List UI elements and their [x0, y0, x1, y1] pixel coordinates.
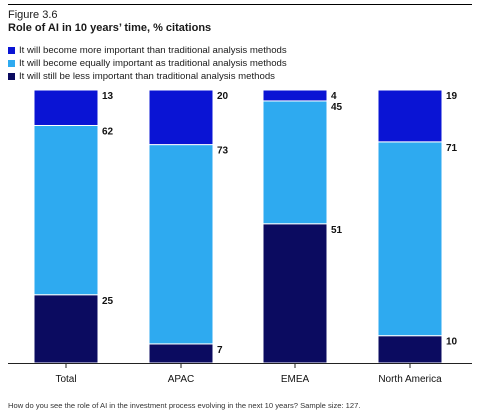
bar-more-apac	[148, 89, 214, 146]
data-label-more-apac: 20	[217, 91, 229, 102]
data-label-more-north-america: 19	[446, 91, 458, 102]
data-label-less-apac: 7	[217, 345, 223, 356]
legend-label-more: It will become more important than tradi…	[19, 45, 287, 56]
top-rule	[8, 4, 472, 5]
bar-equal-north-america	[377, 141, 443, 337]
data-label-equal-north-america: 71	[446, 143, 458, 154]
data-label-less-total: 25	[102, 296, 114, 307]
x-tick-label: North America	[378, 374, 442, 385]
bar-equal-total	[33, 124, 99, 296]
bar-less-total	[33, 294, 99, 364]
legend-item-more: It will become more important than tradi…	[8, 44, 287, 57]
data-label-equal-emea: 45	[331, 102, 343, 113]
bar-equal-emea	[262, 100, 328, 225]
legend-swatch-less	[8, 73, 15, 80]
legend: It will become more important than tradi…	[8, 44, 287, 83]
bar-more-north-america	[377, 89, 443, 143]
data-label-more-total: 13	[102, 91, 114, 102]
data-label-equal-total: 62	[102, 126, 114, 137]
legend-label-equal: It will become equally important as trad…	[19, 58, 287, 69]
legend-swatch-more	[8, 47, 15, 54]
figure-label: Figure 3.6	[8, 9, 58, 21]
data-label-equal-apac: 73	[217, 146, 229, 157]
legend-item-equal: It will become equally important as trad…	[8, 57, 287, 70]
x-tick-label: EMEA	[281, 374, 310, 385]
legend-item-less: It will still be less important than tra…	[8, 70, 287, 83]
legend-swatch-equal	[8, 60, 15, 67]
x-tick-label: Total	[55, 374, 76, 385]
bar-less-apac	[148, 343, 214, 364]
figure-title: Role of AI in 10 years’ time, % citation…	[8, 22, 212, 34]
bar-more-emea	[262, 89, 328, 102]
bar-less-north-america	[377, 335, 443, 364]
bar-more-total	[33, 89, 99, 126]
legend-label-less: It will still be less important than tra…	[19, 71, 275, 82]
bar-equal-apac	[148, 144, 214, 345]
data-label-less-north-america: 10	[446, 337, 458, 348]
data-label-more-emea: 4	[331, 91, 337, 102]
footnote: How do you see the role of AI in the inv…	[8, 401, 361, 410]
data-label-less-emea: 51	[331, 225, 343, 236]
x-tick-label: APAC	[168, 374, 195, 385]
bar-less-emea	[262, 223, 328, 364]
